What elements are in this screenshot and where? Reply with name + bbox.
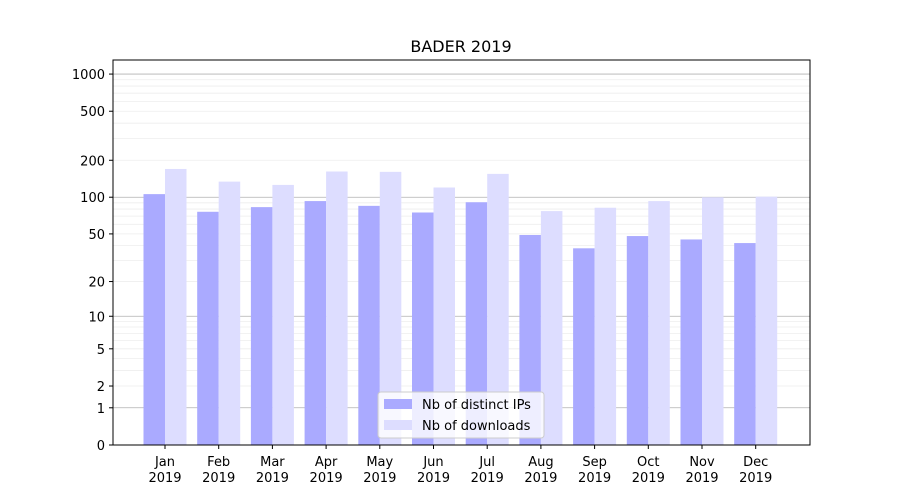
bar-distinct-ips: [412, 212, 434, 445]
bar-distinct-ips: [304, 201, 327, 445]
bar-downloads: [594, 207, 617, 445]
legend-label: Nb of distinct IPs: [422, 398, 531, 413]
bar-distinct-ips: [250, 207, 273, 445]
x-tick-label: May 2019: [363, 455, 396, 486]
bar-downloads: [540, 211, 563, 445]
x-tick-label: Jul 2019: [471, 455, 504, 486]
x-tick-label: Oct 2019: [632, 455, 665, 486]
y-tick-label: 200: [80, 154, 105, 169]
x-tick-label: Jun 2019: [417, 455, 450, 486]
legend-swatch: [384, 420, 412, 430]
x-tick-label: Jan 2019: [148, 455, 181, 486]
chart-title: BADER 2019: [410, 37, 511, 56]
bar-downloads: [165, 168, 187, 445]
y-tick-label: 500: [80, 105, 105, 120]
bar-distinct-ips: [197, 211, 219, 445]
x-tick-label: Feb 2019: [202, 455, 235, 486]
legend: Nb of distinct IPs Nb of downloads: [377, 391, 545, 439]
bar-downloads: [218, 181, 241, 445]
legend-box: [377, 391, 545, 439]
x-tick-label: Aug 2019: [524, 455, 557, 486]
x-tick-label: Nov 2019: [685, 455, 718, 486]
bar-downloads: [379, 171, 402, 445]
bar-distinct-ips: [626, 236, 649, 445]
bar-distinct-ips: [680, 239, 702, 445]
y-tick-label: 1000: [72, 68, 105, 83]
legend-swatch: [384, 399, 412, 409]
y-tick-label: 2: [97, 380, 105, 395]
x-tick-label: Sep 2019: [578, 455, 611, 486]
y-tick-label: 0: [97, 439, 105, 454]
bar-downloads: [648, 201, 670, 445]
axes-layer: 0 1 2 5 10 20 50 100 200 500 1000 Jan 2019 Feb 2019 Mar…: [72, 59, 811, 486]
bar-distinct-ips: [143, 194, 165, 445]
bar-downloads: [487, 173, 509, 445]
y-tick-label: 20: [88, 276, 105, 291]
x-tick-label: Dec 2019: [739, 455, 772, 486]
bar-downloads: [702, 197, 724, 445]
y-tick-label: 50: [88, 228, 105, 243]
bar-downloads: [272, 184, 294, 445]
bar-downloads: [433, 187, 455, 446]
bar-distinct-ips: [573, 248, 595, 445]
legend-label: Nb of downloads: [422, 419, 531, 434]
y-tick-label: 100: [80, 191, 105, 206]
bar-downloads: [755, 196, 778, 445]
plot-frame: [112, 59, 811, 446]
y-tick-label: 5: [97, 343, 105, 358]
bar-distinct-ips: [358, 205, 380, 445]
bar-distinct-ips: [465, 202, 488, 445]
x-tick-label: Apr 2019: [310, 455, 343, 486]
x-tick-label: Mar 2019: [256, 455, 289, 486]
y-tick-label: 1: [97, 402, 105, 417]
bar-downloads: [326, 171, 348, 445]
y-tick-label: 10: [88, 310, 105, 325]
bar-distinct-ips: [734, 243, 756, 445]
